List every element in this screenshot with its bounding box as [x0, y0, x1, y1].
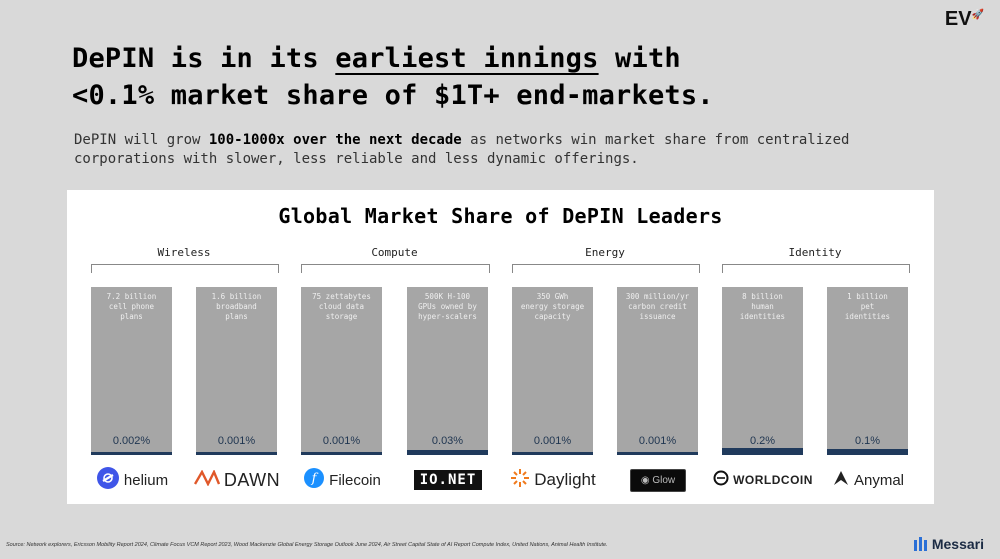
logo-io-net: IO.NET	[393, 467, 503, 493]
chart-title: Global Market Share of DePIN Leaders	[278, 204, 723, 228]
logo-helium: helium	[77, 467, 187, 493]
market-column: 350 GWh energy storage capacity 0.001%	[512, 287, 593, 455]
logo-text: WORLDCOIN	[733, 473, 813, 487]
column-description: 75 zettabytes cloud data storage	[312, 292, 371, 321]
market-column: 7.2 billion cell phone plans 0.002%	[91, 287, 172, 455]
column-description: 1.6 billion broadband plans	[211, 292, 262, 321]
share-bar	[196, 452, 277, 455]
logo-text: Filecoin	[329, 471, 381, 489]
column-description: 300 million/yr carbon credit issuance	[625, 292, 690, 321]
group-bracket	[91, 264, 279, 273]
market-column: 1.6 billion broadband plans 0.001%	[196, 287, 277, 455]
source-note: Source: Network explorers, Ericsson Mobi…	[6, 542, 608, 548]
group-label-compute: Compute	[371, 246, 418, 259]
logo-dawn: DAWN	[182, 467, 292, 493]
ev-badge: EV🚀	[944, 8, 984, 30]
rocket-icon: 🚀	[971, 9, 984, 21]
column-description: 500K H-100 GPUs owned by hyper-scalers	[418, 292, 477, 321]
title-underline: earliest innings	[335, 43, 599, 74]
share-bar	[722, 448, 803, 455]
share-label: 0.001%	[322, 435, 361, 447]
messari-icon	[913, 537, 927, 551]
worldcoin-icon	[713, 470, 729, 490]
svg-text:f: f	[311, 472, 319, 487]
logo-text: Anymal	[853, 471, 905, 489]
chart-panel: Global Market Share of DePIN Leaders Wir…	[67, 190, 934, 504]
market-column: 75 zettabytes cloud data storage 0.001%	[301, 287, 382, 455]
helium-icon	[96, 466, 120, 494]
share-bar	[617, 452, 698, 455]
group-label-identity: Identity	[788, 246, 842, 259]
market-column: 1 billion pet identities 0.1%	[827, 287, 908, 455]
share-bar	[91, 452, 172, 455]
share-bar	[407, 450, 488, 455]
share-label: 0.1%	[854, 435, 881, 447]
anymal-icon	[832, 469, 850, 491]
share-label: 0.002%	[112, 435, 151, 447]
logo-text: helium	[123, 471, 169, 489]
logo-text: DAWN	[223, 469, 281, 490]
share-bar	[827, 449, 908, 455]
column-description: 8 billion human identities	[739, 292, 786, 321]
group-bracket	[512, 264, 700, 273]
logo-text: Daylight	[534, 470, 596, 489]
logo-worldcoin: WORLDCOIN	[708, 467, 818, 493]
io-net-icon: IO.NET	[413, 470, 483, 490]
filecoin-icon: f	[303, 467, 325, 493]
logo-glow: ◉ Glow	[603, 467, 713, 493]
logo-daylight: Daylight	[498, 467, 608, 493]
subtitle: DePIN will grow 100-1000x over the next …	[74, 132, 850, 167]
logo-filecoin: f Filecoin	[287, 467, 397, 493]
share-bar	[301, 452, 382, 455]
column-description: 7.2 billion cell phone plans	[106, 292, 157, 321]
share-label: 0.001%	[533, 435, 572, 447]
share-label: 0.2%	[749, 435, 776, 447]
share-label: 0.001%	[217, 435, 256, 447]
share-label: 0.001%	[638, 435, 677, 447]
messari-logo: Messari	[913, 536, 984, 552]
page-title: DePIN is in its earliest innings with <0…	[72, 43, 714, 111]
market-column: 500K H-100 GPUs owned by hyper-scalers 0.03…	[407, 287, 488, 455]
column-description: 1 billion pet identities	[844, 292, 891, 321]
column-description: 350 GWh energy storage capacity	[520, 292, 585, 321]
share-bar	[512, 452, 593, 455]
share-label: 0.03%	[431, 435, 464, 447]
dawn-icon	[193, 469, 220, 490]
logo-anymal: Anymal	[813, 467, 923, 493]
market-column: 300 million/yr carbon credit issuance 0.001…	[617, 287, 698, 455]
group-label-wireless: Wireless	[157, 246, 211, 259]
glow-icon: ◉ Glow	[629, 468, 687, 492]
group-label-energy: Energy	[585, 246, 625, 259]
group-bracket	[722, 264, 910, 273]
market-column: 8 billion human identities 0.2%	[722, 287, 803, 455]
group-bracket	[301, 264, 490, 273]
daylight-icon	[510, 468, 530, 492]
